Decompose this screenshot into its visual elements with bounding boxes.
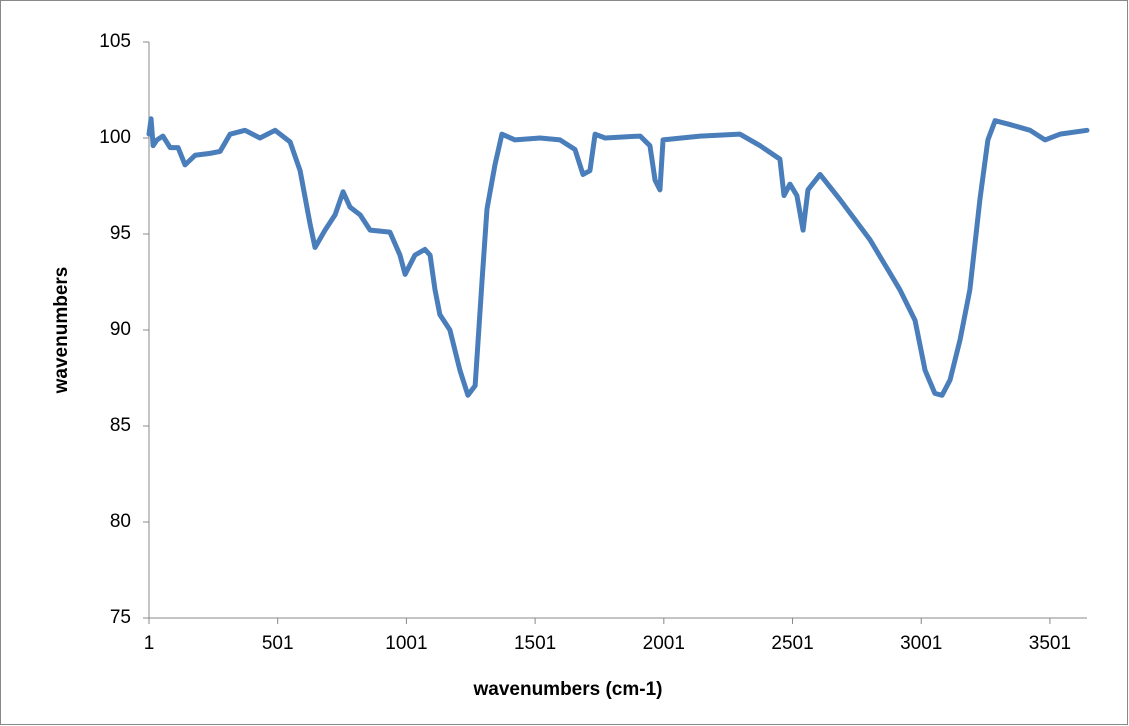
y-tick-label: 75 [110,607,131,628]
x-axis-label: wavenumbers (cm-1) [472,679,662,700]
x-tick-label: 3501 [1029,633,1071,654]
x-tick-label: 2501 [771,633,813,654]
x-tick-label: 1 [144,633,155,654]
y-tick-label: 95 [110,223,131,244]
data-line [146,116,1090,398]
y-axis-label: wavenumbers [51,267,72,395]
x-tick-label: 501 [262,633,294,654]
y-tick-label: 85 [110,415,131,436]
x-tick-label: 3001 [900,633,942,654]
x-tick-label: 2001 [643,633,685,654]
y-tick-label: 100 [99,127,131,148]
x-tick-label: 1001 [385,633,427,654]
y-tick-label: 90 [110,319,131,340]
x-tick-label: 1501 [514,633,556,654]
y-tick-label: 80 [110,511,131,532]
y-tick-label: 105 [99,31,131,52]
